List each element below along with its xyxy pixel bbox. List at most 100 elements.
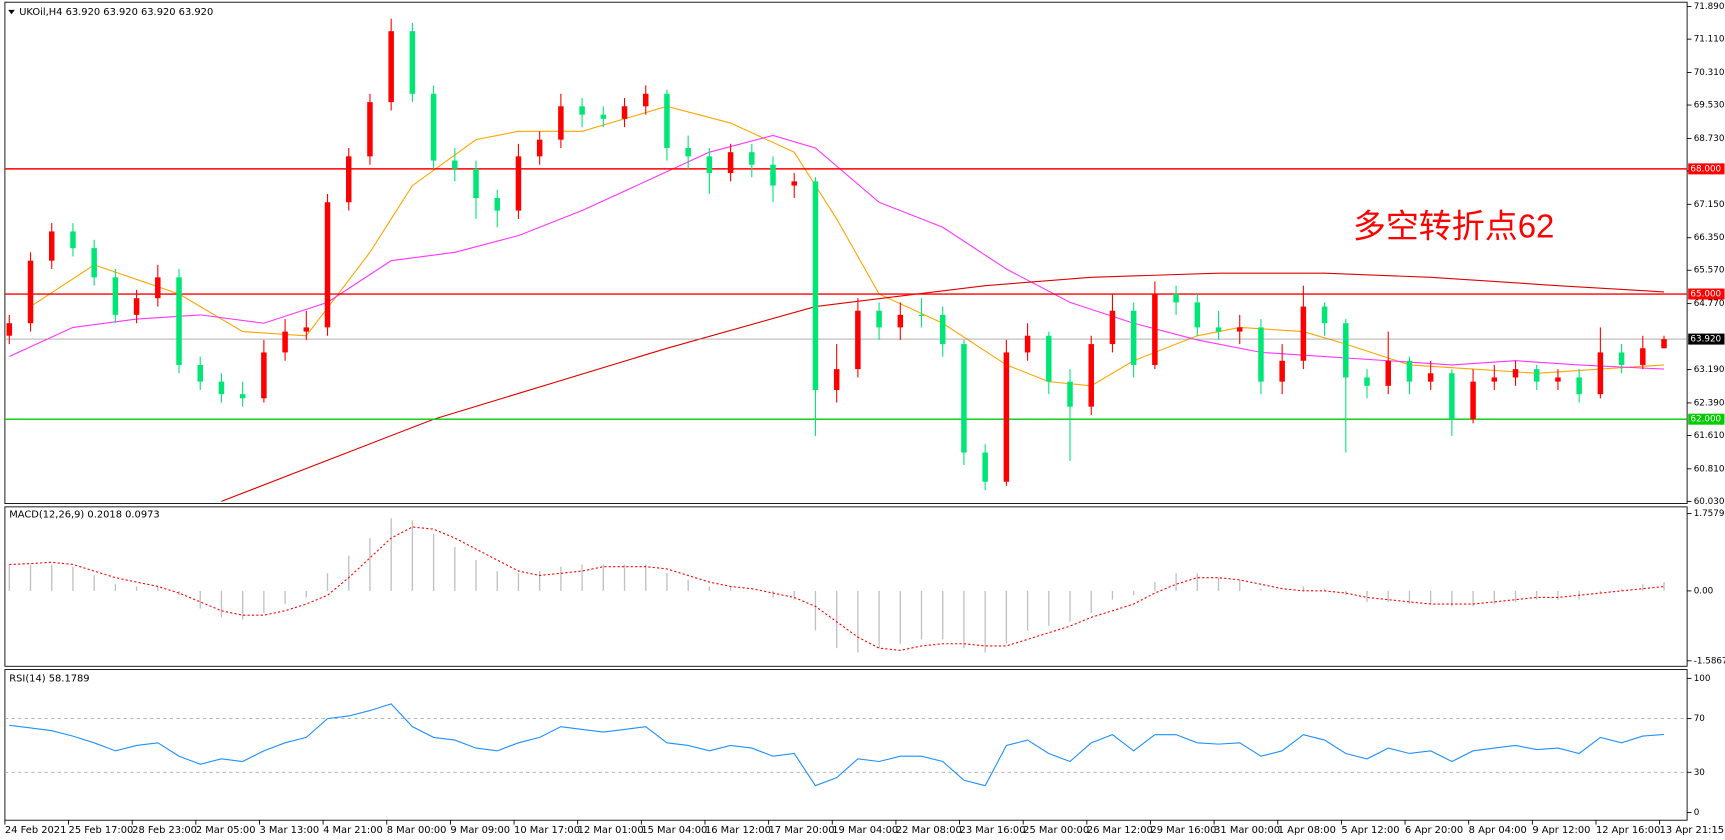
candle-body bbox=[452, 160, 458, 169]
x-tick-label: 13 Apr 21:15 bbox=[1660, 825, 1724, 836]
candle-body bbox=[112, 277, 119, 315]
x-tick-label: 9 Mar 09:00 bbox=[450, 825, 510, 836]
candle-body bbox=[1597, 352, 1604, 395]
x-tick-label: 5 Apr 12:00 bbox=[1341, 825, 1399, 836]
candle-body bbox=[812, 181, 819, 390]
x-tick-label: 29 Mar 16:00 bbox=[1150, 825, 1216, 836]
candle-body bbox=[1449, 373, 1455, 420]
candle-body bbox=[1258, 327, 1264, 382]
x-tick-label: 10 Mar 17:00 bbox=[514, 825, 580, 836]
panel-title: UKOil,H4 63.920 63.920 63.920 63.920 bbox=[19, 7, 213, 18]
y-tick-label: 71.110 bbox=[1694, 35, 1725, 45]
candle-body bbox=[982, 452, 988, 482]
candle-body bbox=[1194, 302, 1201, 328]
candle-body bbox=[261, 352, 267, 399]
candle-body bbox=[833, 369, 840, 390]
candle-body bbox=[1300, 306, 1307, 361]
y-tick-label: 66.350 bbox=[1694, 233, 1725, 243]
x-tick-label: 25 Feb 17:00 bbox=[69, 825, 134, 836]
y-tick-label: 71.890 bbox=[1694, 2, 1725, 12]
candle-body bbox=[218, 381, 225, 395]
candle-body bbox=[282, 331, 288, 353]
candle-body bbox=[1343, 323, 1349, 378]
level-label-box bbox=[1688, 163, 1725, 175]
candle-body bbox=[536, 139, 543, 157]
candle-body bbox=[876, 310, 882, 328]
candle-body bbox=[91, 248, 97, 278]
x-tick-label: 25 Mar 00:00 bbox=[1023, 825, 1089, 836]
level-label-box bbox=[1688, 413, 1725, 425]
candle-body bbox=[6, 323, 13, 336]
candle-body bbox=[197, 364, 203, 382]
y-tick-label: 64.770 bbox=[1694, 299, 1725, 309]
candle-body bbox=[1321, 306, 1328, 324]
x-tick-label: 26 Mar 12:00 bbox=[1087, 825, 1153, 836]
candle-body bbox=[1661, 339, 1667, 349]
candle-body bbox=[239, 394, 246, 399]
candle-body bbox=[1533, 369, 1540, 382]
candle-body bbox=[579, 106, 585, 115]
y-tick-label: 60.810 bbox=[1694, 464, 1725, 474]
y-tick-label: 70.310 bbox=[1694, 68, 1725, 78]
level-label-box bbox=[1688, 333, 1725, 345]
y-tick-label: 30 bbox=[1694, 768, 1705, 778]
x-tick-label: 17 Mar 20:00 bbox=[769, 825, 835, 836]
x-tick-label: 2 Mar 05:00 bbox=[196, 825, 256, 836]
candle-body bbox=[685, 148, 691, 157]
candle-body bbox=[1130, 310, 1137, 365]
main-frame bbox=[4, 1, 1688, 504]
x-tick-label: 31 Mar 00:00 bbox=[1214, 825, 1280, 836]
candle-body bbox=[961, 344, 967, 453]
x-tick-label: 8 Mar 00:00 bbox=[387, 825, 447, 836]
candle-body bbox=[855, 310, 861, 370]
candle-body bbox=[1470, 381, 1476, 420]
y-tick-label: 65.570 bbox=[1694, 266, 1725, 276]
candle-body bbox=[345, 156, 352, 203]
candle-body bbox=[388, 31, 394, 103]
candle-body bbox=[1364, 377, 1370, 386]
menu-arrow[interactable] bbox=[8, 9, 15, 15]
panel-title: MACD(12,26,9) 0.2018 0.0973 bbox=[9, 510, 159, 521]
candle-body bbox=[1406, 360, 1413, 382]
candle-body bbox=[664, 93, 670, 149]
x-tick-label: 8 Apr 04:00 bbox=[1469, 825, 1527, 836]
level-label: 62.000 bbox=[1690, 415, 1721, 425]
x-tick-label: 24 Feb 2021 bbox=[5, 825, 66, 836]
candle-body bbox=[176, 277, 182, 365]
x-tick-label: 4 Mar 21:00 bbox=[323, 825, 383, 836]
candle-body bbox=[939, 314, 946, 345]
candle-body bbox=[324, 202, 331, 328]
candle-body bbox=[1173, 294, 1179, 303]
y-tick-label: 1.7579 bbox=[1694, 509, 1725, 519]
candle-body bbox=[791, 181, 797, 186]
candle-body bbox=[409, 31, 416, 94]
candle-body bbox=[621, 106, 628, 119]
y-tick-label: 70 bbox=[1694, 714, 1705, 724]
candle-body bbox=[1512, 369, 1519, 378]
x-tick-label: 12 Apr 16:00 bbox=[1596, 825, 1660, 836]
candle-body bbox=[1640, 348, 1646, 365]
candle-body bbox=[1024, 335, 1031, 353]
candle-body bbox=[1427, 373, 1434, 382]
level-label-box bbox=[1688, 288, 1725, 300]
candle-body bbox=[1385, 360, 1391, 386]
x-tick-label: 23 Mar 16:00 bbox=[960, 825, 1026, 836]
candle-body bbox=[770, 164, 776, 186]
x-tick-label: 1 Apr 08:00 bbox=[1278, 825, 1336, 836]
x-tick-label: 6 Apr 20:00 bbox=[1405, 825, 1463, 836]
candle-body bbox=[27, 260, 34, 324]
candle-body bbox=[918, 314, 925, 316]
y-tick-label: 62.390 bbox=[1694, 398, 1725, 408]
candle-body bbox=[1236, 327, 1243, 332]
candle-body bbox=[642, 93, 649, 107]
y-tick-label: 67.150 bbox=[1694, 200, 1725, 210]
candle-body bbox=[430, 93, 437, 161]
candle-body bbox=[727, 152, 734, 174]
rsi-frame bbox=[4, 669, 1688, 821]
y-tick-label: 61.610 bbox=[1694, 431, 1725, 441]
candle-body bbox=[70, 231, 76, 249]
candle-body bbox=[1491, 377, 1498, 382]
x-tick-label: 9 Apr 12:00 bbox=[1532, 825, 1590, 836]
